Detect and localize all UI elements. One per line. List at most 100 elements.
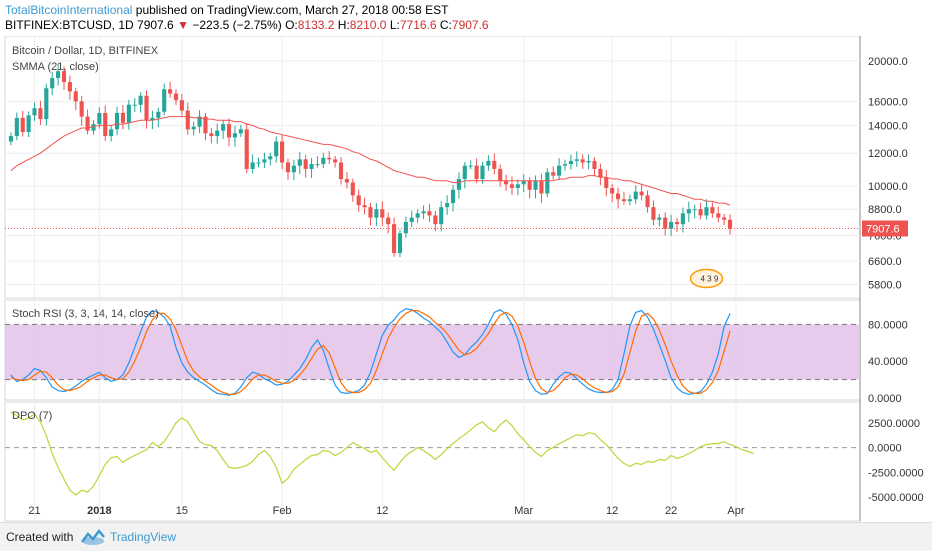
open-value: 8133.2 bbox=[297, 18, 335, 32]
candle-body bbox=[321, 157, 326, 165]
candle-body bbox=[580, 159, 585, 163]
candle-body bbox=[427, 211, 432, 216]
candle-body bbox=[44, 88, 49, 120]
last-price: 7907.6 bbox=[137, 18, 174, 32]
low-label: L: bbox=[389, 18, 400, 32]
candle-body bbox=[232, 133, 237, 138]
candle-body bbox=[610, 187, 615, 194]
candle-body bbox=[8, 136, 14, 142]
pane-frame-price bbox=[4, 36, 861, 299]
candle-body bbox=[586, 160, 591, 163]
candle-body bbox=[256, 162, 261, 164]
created-with-text: Created with bbox=[6, 530, 74, 544]
candle-body bbox=[85, 116, 90, 131]
candle-body bbox=[716, 213, 721, 218]
stoch-pane-title: Stoch RSI (3, 3, 14, 14, close) bbox=[12, 308, 159, 320]
candle-body bbox=[67, 82, 72, 92]
candle-body bbox=[598, 168, 603, 178]
price-tick-label: 20000.0 bbox=[868, 56, 908, 68]
tradingview-logo-icon[interactable] bbox=[80, 528, 106, 546]
author-link[interactable]: TotalBitcoinInternational bbox=[5, 3, 133, 17]
candle-body bbox=[521, 180, 526, 185]
symbol-label: BITFINEX:BTCUSD, 1D bbox=[5, 18, 134, 32]
candle-body bbox=[439, 207, 444, 225]
candle-body bbox=[433, 215, 438, 225]
candle-body bbox=[132, 104, 137, 106]
candle-body bbox=[380, 209, 385, 218]
candle-body bbox=[91, 124, 96, 131]
candle-body bbox=[680, 213, 685, 225]
candle-body bbox=[209, 133, 214, 137]
candle-body bbox=[327, 157, 332, 160]
candle-body bbox=[498, 168, 503, 181]
candle-body bbox=[197, 116, 202, 127]
candle-body bbox=[551, 172, 556, 176]
close-label: C: bbox=[439, 18, 452, 32]
candle-body bbox=[392, 224, 397, 254]
candle-body bbox=[38, 108, 43, 120]
candle-body bbox=[633, 191, 638, 200]
candle-body bbox=[250, 162, 255, 169]
candle-body bbox=[215, 130, 220, 137]
candle-body bbox=[657, 217, 662, 220]
candle-body bbox=[409, 217, 414, 222]
candle-body bbox=[238, 129, 243, 134]
tradingview-brand[interactable]: TradingView bbox=[110, 530, 177, 544]
candle-body bbox=[221, 124, 226, 131]
dpo-tick-label: -2500.0000 bbox=[868, 467, 924, 479]
x-tick-label: 2018 bbox=[87, 505, 111, 517]
high-value: 8210.0 bbox=[349, 18, 387, 32]
candle-body bbox=[692, 209, 697, 211]
x-tick-label: 22 bbox=[665, 505, 677, 517]
candle-body bbox=[374, 209, 379, 218]
close-value: 7907.6 bbox=[451, 18, 489, 32]
candle-body bbox=[474, 165, 479, 180]
dpo-line bbox=[10, 411, 754, 496]
price-tick-label: 10000.0 bbox=[868, 181, 908, 193]
candle-body bbox=[415, 213, 420, 218]
last-price-label: 7907.6 bbox=[866, 223, 900, 235]
candle-body bbox=[333, 159, 338, 163]
candle-body bbox=[727, 219, 733, 229]
stoch-tick-label: 40.0000 bbox=[868, 356, 908, 368]
price-tick-label: 5800.0 bbox=[868, 279, 902, 291]
last-price-tag bbox=[862, 220, 908, 237]
candle-body bbox=[368, 207, 373, 218]
candle-body bbox=[285, 162, 291, 173]
candle-body bbox=[574, 159, 579, 161]
price-tick-label: 8800.0 bbox=[868, 204, 902, 216]
candle-body bbox=[539, 180, 544, 194]
price-pane-title: Bitcoin / Dollar, 1D, BITFINEX bbox=[12, 45, 159, 57]
candle-body bbox=[244, 129, 249, 169]
candle-body bbox=[468, 165, 473, 167]
candle-body bbox=[509, 184, 515, 188]
publish-info: TotalBitcoinInternational published on T… bbox=[5, 3, 448, 17]
footer-bar: Created with TradingView bbox=[0, 522, 932, 551]
price-tick-label: 6600.0 bbox=[868, 256, 902, 268]
candle-body bbox=[103, 112, 108, 137]
candle-body bbox=[592, 160, 597, 169]
candle-body bbox=[185, 110, 190, 130]
candle-body bbox=[61, 71, 67, 83]
candle-body bbox=[138, 95, 143, 105]
candle-body bbox=[480, 165, 485, 180]
candle-body bbox=[356, 195, 361, 206]
candle-body bbox=[627, 199, 632, 202]
candle-body bbox=[162, 89, 167, 112]
candle-body bbox=[568, 160, 573, 165]
candle-body bbox=[492, 160, 497, 169]
x-tick-label: 12 bbox=[606, 505, 618, 517]
candle-body bbox=[562, 164, 568, 166]
candle-body bbox=[674, 221, 680, 225]
candle-body bbox=[114, 112, 120, 130]
candle-body bbox=[362, 205, 367, 208]
candle-body bbox=[14, 117, 19, 137]
symbol-quote: BITFINEX:BTCUSD, 1D 7907.6 ▼ −223.5 (−2.… bbox=[5, 18, 489, 32]
price-tick-label: 14000.0 bbox=[868, 120, 908, 132]
candle-body bbox=[456, 179, 461, 190]
price-change: −223.5 (−2.75%) bbox=[192, 18, 282, 32]
candle-body bbox=[663, 217, 668, 229]
chart-area[interactable]: 21 2018 15 Feb 12 Mar 12 22 Apr 20000.0 16000.0 140… bbox=[0, 36, 932, 522]
candle-body bbox=[20, 117, 25, 132]
candle-body bbox=[168, 89, 173, 94]
